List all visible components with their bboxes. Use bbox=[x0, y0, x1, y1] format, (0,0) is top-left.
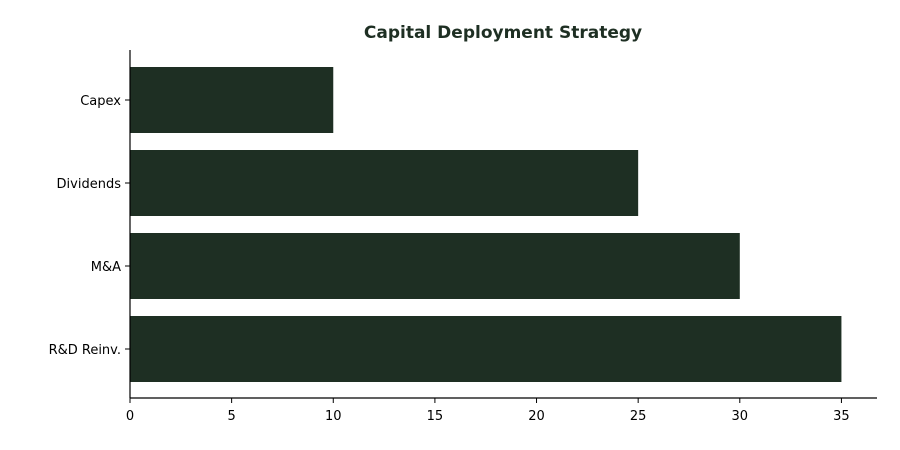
x-tick-label: 10 bbox=[325, 409, 342, 424]
x-tick-label: 5 bbox=[227, 409, 235, 424]
x-tick-label: 25 bbox=[630, 409, 647, 424]
y-tick-label: M&A bbox=[91, 260, 121, 275]
bar-dividends bbox=[130, 150, 639, 216]
y-tick-label: Capex bbox=[80, 94, 121, 109]
x-tick-label: 20 bbox=[528, 409, 545, 424]
bar-group bbox=[130, 67, 842, 382]
bar-m-a bbox=[130, 233, 740, 299]
y-tick-label: R&D Reinv. bbox=[49, 343, 121, 358]
x-axis-ticks: 0 5 10 15 20 25 30 35 bbox=[126, 398, 850, 424]
x-tick-label: 35 bbox=[833, 409, 850, 424]
bar-capex bbox=[130, 67, 334, 133]
y-tick-label: Dividends bbox=[57, 177, 122, 192]
y-axis-ticks: Capex Dividends M&A R&D Reinv. bbox=[49, 94, 130, 358]
x-tick-label: 30 bbox=[732, 409, 749, 424]
x-tick-label: 0 bbox=[126, 409, 134, 424]
bar-r-d-reinv bbox=[130, 316, 842, 382]
chart-title: Capital Deployment Strategy bbox=[364, 23, 642, 43]
x-tick-label: 15 bbox=[427, 409, 444, 424]
